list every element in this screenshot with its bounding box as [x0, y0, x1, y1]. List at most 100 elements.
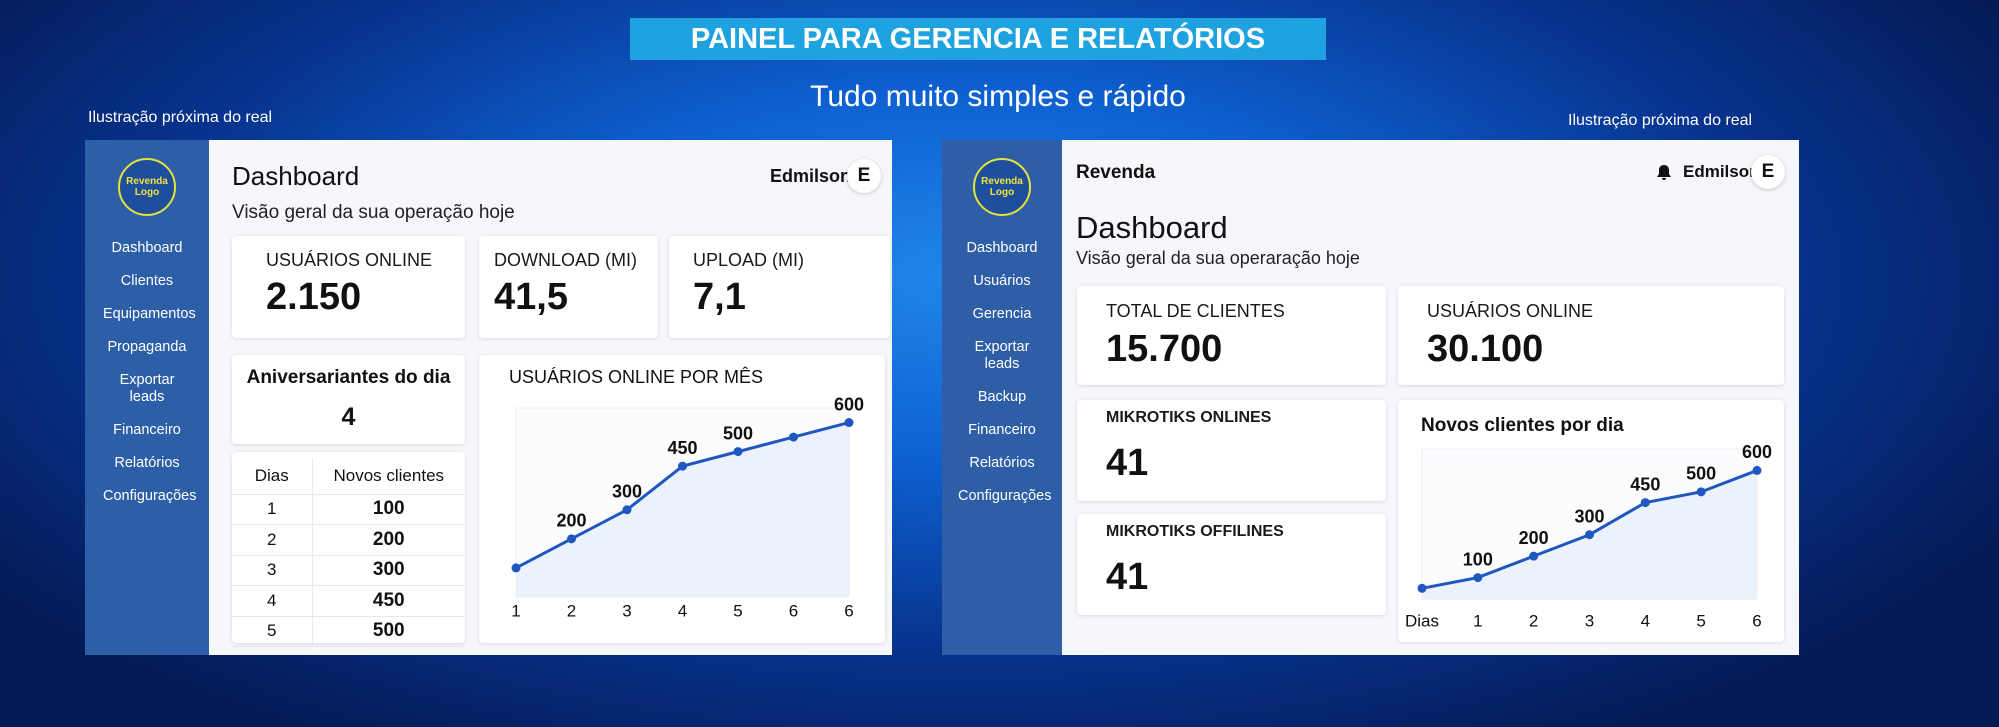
bell-icon[interactable] — [1656, 164, 1672, 181]
table-row: 3 300 — [232, 555, 465, 586]
stat-card: USUÁRIOS ONLINE 30.100 — [1398, 286, 1784, 385]
x-tick-label: 4 — [678, 601, 687, 620]
dashboard-panel: Revenda Logo Dashboard Clientes Equipament… — [85, 140, 892, 655]
brand: Revenda — [1076, 162, 1156, 183]
nav-item[interactable]: Dashboard — [966, 240, 1038, 256]
data-label: 200 — [1519, 528, 1549, 548]
table-cell: 300 — [311, 555, 465, 586]
data-label: 600 — [834, 394, 864, 414]
point — [1752, 465, 1762, 475]
nav-item[interactable]: Usuários — [973, 273, 1031, 289]
x-tick-label: 1 — [511, 601, 520, 620]
stat-label: USUÁRIOS ONLINE — [266, 250, 433, 270]
nav-item[interactable]: Clientes — [120, 273, 174, 289]
stat-label: DOWNLOAD (MI) — [494, 250, 637, 270]
table-cell: 1 — [232, 494, 312, 525]
logo: Revenda Logo — [973, 158, 1031, 216]
nav-item[interactable]: Configurações — [958, 488, 1052, 504]
note: Ilustração próxima do real — [88, 109, 273, 126]
table-card: Dias Novos clientes 1 100 2 200 3 300 4 450 5 500 — [232, 452, 465, 647]
x-tick-label: 3 — [1585, 611, 1594, 630]
point — [511, 563, 521, 573]
nav-item[interactable]: Exportar leads — [119, 372, 175, 405]
point — [1417, 583, 1427, 593]
table-cell: 100 — [311, 494, 465, 525]
birthday-card: Aniversariantes do dia 4 — [232, 355, 465, 444]
stat-card: UPLOAD (MI) 7,1 — [669, 236, 890, 338]
card-value: 4 — [341, 403, 356, 431]
x-tick-label: 2 — [567, 601, 576, 620]
table-cell: 200 — [311, 524, 465, 556]
nav-item[interactable]: Configurações — [103, 488, 197, 504]
data-label: 200 — [556, 511, 586, 531]
nav: Dashboard Clientes Equipamentos Propaganda E… — [85, 240, 209, 505]
stat-value: 2.150 — [266, 276, 362, 318]
logo: Revenda Logo — [118, 158, 176, 216]
nav-item[interactable]: Exportar leads — [974, 339, 1030, 372]
nav: Dashboard Usuários Gerencia Exportar leads B… — [942, 240, 1062, 505]
stat-label: MIKROTIKS OFFILINES — [1106, 523, 1284, 540]
header-cell: Dias — [232, 458, 312, 495]
stat-value: 41 — [1106, 556, 1149, 598]
page-subtitle: Visão geral da sua operação hoje — [232, 202, 515, 223]
data-label: 300 — [1574, 506, 1604, 526]
nav-item[interactable]: Financeiro — [968, 422, 1036, 438]
nav-item[interactable]: Financeiro — [113, 422, 181, 438]
avatar[interactable]: E — [1751, 155, 1785, 189]
page-title: Dashboard — [232, 161, 360, 191]
nav-item[interactable]: Backup — [977, 389, 1027, 405]
chart-title: Novos clientes por dia — [1421, 415, 1624, 436]
stat-card: TOTAL DE CLIENTES 15.700 — [1077, 286, 1386, 385]
point — [1585, 530, 1594, 540]
chart-title: USUÁRIOS ONLINE POR MÊS — [509, 367, 763, 387]
user-name[interactable]: Edmilson — [770, 166, 852, 186]
nav-item[interactable]: Equipamentos — [103, 306, 196, 322]
x-tick-label: 6 — [844, 601, 853, 620]
table-row: 1 100 — [232, 494, 465, 525]
data-label: 100 — [1463, 549, 1493, 569]
table-header: Dias Novos clientes — [232, 458, 465, 495]
stat-label: USUÁRIOS ONLINE — [1427, 301, 1594, 321]
nav-item[interactable]: Dashboard — [111, 240, 183, 256]
stat-card: USUÁRIOS ONLINE 2.150 — [232, 236, 465, 338]
table-cell: 4 — [232, 585, 312, 617]
user-name[interactable]: Edmilson — [1683, 162, 1760, 181]
point — [1529, 551, 1539, 561]
data-label: 600 — [1742, 442, 1772, 462]
nav-item[interactable]: Relatórios — [114, 455, 180, 471]
data-label: 450 — [1630, 474, 1660, 494]
data-label: 500 — [723, 423, 753, 443]
subtitle: Tudo muito simples e rápido — [810, 80, 1186, 113]
stat-card: MIKROTIKS OFFILINES 41 — [1077, 514, 1386, 615]
stat-label: TOTAL DE CLIENTES — [1106, 301, 1285, 321]
table-row: 5 500 — [232, 616, 465, 647]
nav-item[interactable]: Gerencia — [972, 306, 1032, 322]
dashboard-panel: Revenda Logo Dashboard Usuários Gerencia Ex… — [942, 140, 1799, 655]
header-cell: Novos clientes — [311, 458, 465, 495]
x-tick-label: 6 — [1752, 611, 1761, 630]
avatar[interactable]: E — [847, 159, 881, 193]
chart-card: Novos clientes por dia Dias 100 1 200 2 300 3 45… — [1398, 400, 1784, 642]
point — [678, 461, 687, 471]
nav-item[interactable]: Propaganda — [107, 339, 187, 355]
table-cell: 5 — [232, 616, 312, 647]
sidebar: Revenda Logo Dashboard Clientes Equipament… — [85, 140, 209, 655]
data-label: 450 — [667, 438, 697, 458]
point — [567, 534, 576, 544]
x-tick-label: 4 — [1641, 611, 1650, 630]
chart: USUÁRIOS ONLINE POR MÊS 1 200 2 300 3 450 4 500 5… — [509, 367, 864, 621]
page-subtitle: Visão geral da sua operaração hoje — [1076, 248, 1360, 268]
stat-label: UPLOAD (MI) — [693, 250, 805, 270]
stat-label: MIKROTIKS ONLINES — [1106, 409, 1272, 426]
data-label: 300 — [612, 482, 642, 502]
stat-value: 41,5 — [494, 276, 568, 318]
point — [622, 505, 632, 515]
stat-value: 15.700 — [1106, 328, 1223, 370]
card-label: Aniversariantes do dia — [246, 367, 451, 388]
nav-item[interactable]: Relatórios — [969, 455, 1035, 471]
x-tick-label: 3 — [622, 601, 631, 620]
point — [1640, 498, 1650, 508]
stat-card: MIKROTIKS ONLINES 41 — [1077, 400, 1386, 501]
table-cell: 500 — [311, 616, 465, 647]
